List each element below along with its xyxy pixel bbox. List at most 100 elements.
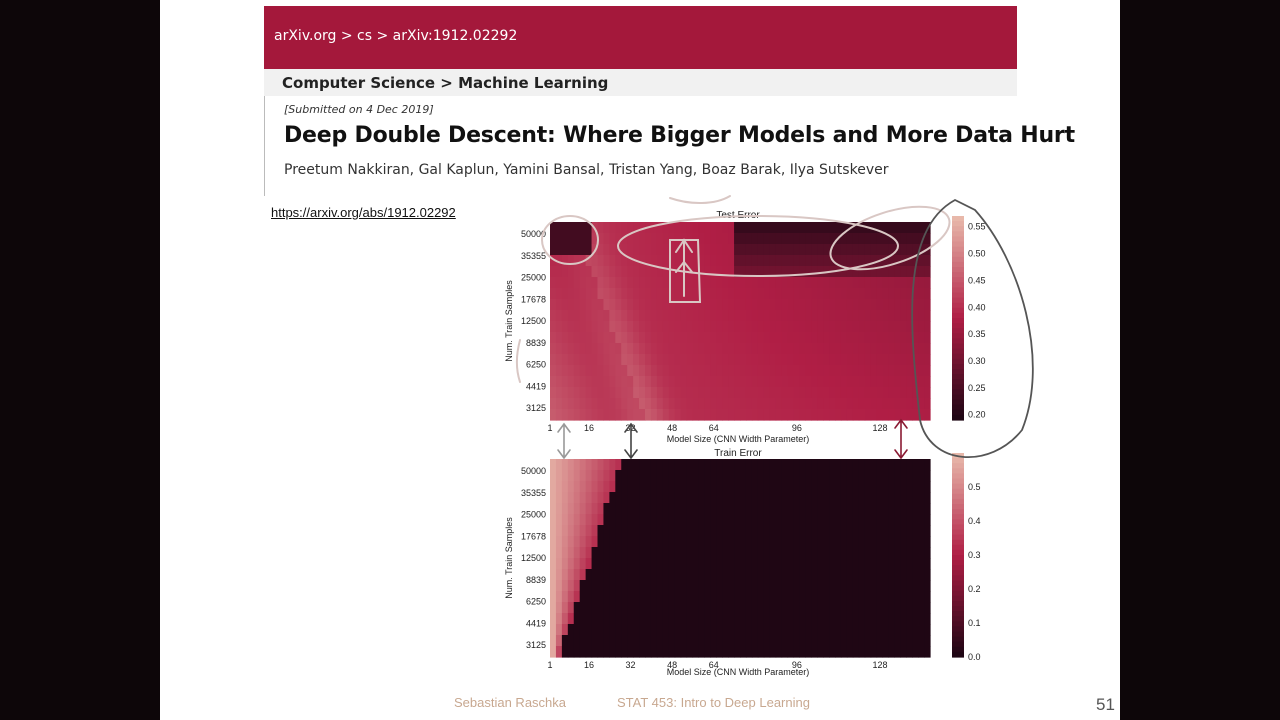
annotation-circle xyxy=(829,205,951,271)
heatmap-cell xyxy=(603,409,610,421)
heatmap-cell xyxy=(692,646,700,658)
heatmap-cell xyxy=(781,299,789,311)
heatmap-cell xyxy=(680,514,688,526)
heatmap-cell xyxy=(674,310,682,322)
heatmap-cell xyxy=(769,624,777,636)
heatmap-cell xyxy=(781,277,789,289)
colorbar-segment xyxy=(952,493,964,500)
heatmap-cell xyxy=(639,343,646,355)
colorbar-segment xyxy=(952,519,964,525)
y-tick-label: 3125 xyxy=(526,640,546,650)
heatmap-cell xyxy=(633,569,640,581)
double-descent-figure: Test Error 50000353552500017678125008839… xyxy=(504,195,1034,677)
heatmap-cell xyxy=(627,387,634,399)
submission-date: [Submitted on 4 Dec 2019] xyxy=(284,103,434,116)
heatmap-cell xyxy=(787,525,795,537)
heatmap-cell xyxy=(573,266,581,278)
heatmap-cell xyxy=(740,409,747,421)
heatmap-cell xyxy=(573,536,581,548)
heatmap-cell xyxy=(650,321,658,333)
heatmap-cell xyxy=(662,310,670,322)
heatmap-cell xyxy=(823,233,830,245)
heatmap-cell xyxy=(621,525,628,537)
colorbar-segment xyxy=(952,504,964,510)
heatmap-cell xyxy=(680,591,688,603)
heatmap-cell xyxy=(680,536,688,548)
heatmap-cell xyxy=(645,244,652,256)
heatmap-cell xyxy=(740,398,747,410)
heatmap-cell xyxy=(846,288,854,300)
heatmap-cell xyxy=(674,387,682,399)
heatmap-cell xyxy=(645,602,652,614)
heatmap-cell xyxy=(615,646,622,658)
heatmap-cell xyxy=(633,481,640,493)
heatmap-cell xyxy=(585,514,593,526)
heatmap-cell xyxy=(876,376,884,388)
heatmap-cell xyxy=(710,514,717,526)
heatmap-cell xyxy=(745,255,753,267)
colorbar-segment xyxy=(952,590,964,597)
heatmap-cell xyxy=(650,398,658,410)
heatmap-cell xyxy=(692,255,700,267)
heatmap-cell xyxy=(639,624,646,636)
heatmap-cell xyxy=(662,481,670,493)
heatmap-cell xyxy=(716,354,723,366)
heatmap-cell xyxy=(585,277,593,289)
heatmap-cell xyxy=(662,525,670,537)
heatmap-cell xyxy=(775,299,783,311)
colorbar-tick-label: 0.50 xyxy=(968,249,986,259)
colorbar-segment xyxy=(952,226,964,232)
heatmap-cell xyxy=(615,277,622,289)
heatmap-cell xyxy=(835,536,842,548)
heatmap-cell xyxy=(918,613,925,625)
heatmap-cell xyxy=(550,646,557,658)
heatmap-cell xyxy=(870,332,878,344)
heatmap-cell xyxy=(627,580,634,592)
heatmap-cell xyxy=(698,233,705,245)
heatmap-cell xyxy=(894,635,901,647)
heatmap-cell xyxy=(591,481,599,493)
colorbar-segment xyxy=(952,261,964,268)
heatmap-cell xyxy=(728,365,735,377)
heatmap-cell xyxy=(579,602,587,614)
x-tick-label: 16 xyxy=(584,423,594,433)
heatmap-cell xyxy=(579,365,587,377)
heatmap-cell xyxy=(639,635,646,647)
heatmap-cell xyxy=(763,547,771,559)
heatmap-cell xyxy=(650,514,658,526)
heatmap-cell xyxy=(799,470,806,482)
heatmap-cell xyxy=(710,398,717,410)
heatmap-cell xyxy=(609,233,616,245)
heatmap-cell xyxy=(710,310,717,322)
heatmap-cell xyxy=(674,624,682,636)
heatmap-cell xyxy=(740,387,747,399)
heatmap-cell xyxy=(645,299,652,311)
heatmap-cell xyxy=(621,591,628,603)
heatmap-cell xyxy=(722,525,729,537)
colorbar-segment xyxy=(952,221,964,227)
heatmap-cell xyxy=(573,613,581,625)
heatmap-cell xyxy=(579,646,587,658)
heatmap-cell xyxy=(775,569,783,581)
colorbar-segment xyxy=(952,524,964,531)
heatmap-cell xyxy=(900,459,907,471)
heatmap-cell xyxy=(674,492,682,504)
heatmap-cell xyxy=(918,310,925,322)
heatmap-cell xyxy=(585,376,593,388)
heatmap-cell xyxy=(567,288,575,300)
heatmap-cell xyxy=(745,613,753,625)
heatmap-cell xyxy=(763,343,771,355)
heatmap-cell xyxy=(645,365,652,377)
paper-link[interactable]: https://arxiv.org/abs/1912.02292 xyxy=(271,205,456,220)
heatmap-cell xyxy=(686,492,694,504)
subject-bar: Computer Science > Machine Learning xyxy=(264,69,1017,96)
heatmap-cell xyxy=(550,354,557,366)
heatmap-cell xyxy=(757,514,765,526)
heatmap-cell xyxy=(805,244,812,256)
heatmap-cell xyxy=(650,536,658,548)
colorbar-segment xyxy=(952,307,964,314)
heatmap-cell xyxy=(793,409,800,421)
heatmap-cell xyxy=(870,354,878,366)
colorbar-segment xyxy=(952,374,964,380)
heatmap-cell xyxy=(894,376,901,388)
